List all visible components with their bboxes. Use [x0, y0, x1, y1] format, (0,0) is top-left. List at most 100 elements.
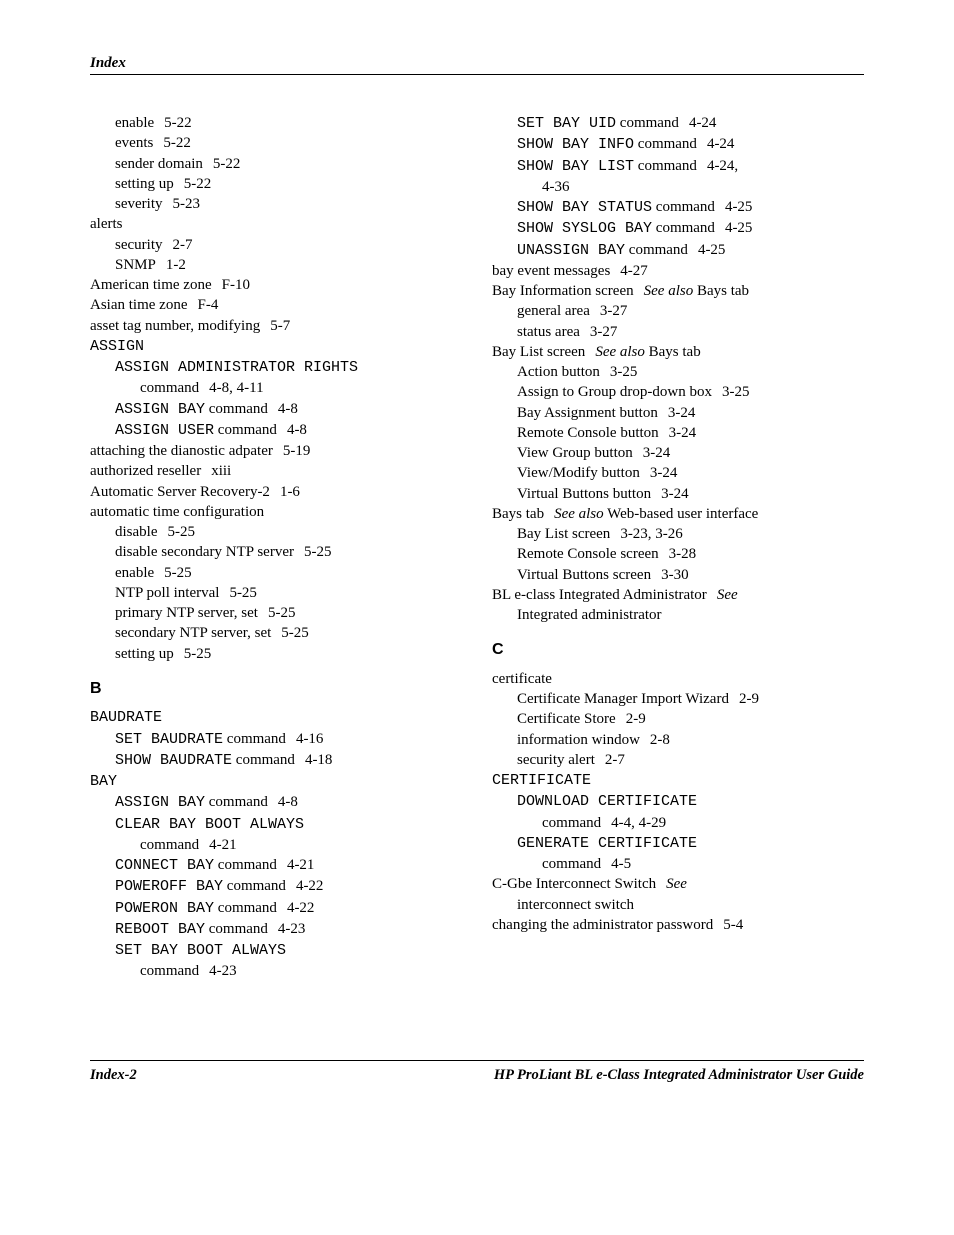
page-ref: 4-8 [278, 401, 298, 417]
page-ref: 3-27 [600, 303, 628, 319]
page-ref: 3-25 [610, 364, 638, 380]
entry-text: bay event messages [492, 263, 610, 279]
index-entry: command4-5 [492, 854, 864, 874]
index-entry: Bay Information screenSee also Bays tab [492, 281, 864, 301]
index-entry: SHOW BAUDRATE command4-18 [90, 750, 462, 771]
page-ref: 5-22 [163, 135, 191, 151]
entry-text: command [205, 921, 268, 937]
page-ref: 3-25 [722, 384, 750, 400]
page-ref: 2-7 [172, 237, 192, 253]
entry-text: ASSIGN USER [115, 422, 214, 439]
entry-text: Bay List screen [517, 526, 610, 542]
page-ref: 5-25 [281, 625, 309, 641]
entry-text: Integrated administrator [517, 607, 662, 623]
page-ref: 4-27 [620, 263, 648, 279]
index-entry: attaching the dianostic adpater5-19 [90, 441, 462, 461]
entry-text: asset tag number, modifying [90, 318, 260, 334]
entry-text: command [652, 220, 715, 236]
entry-text: general area [517, 303, 590, 319]
entry-text: command [634, 158, 697, 174]
page-ref: 3-30 [661, 567, 689, 583]
index-entry: Certificate Store2-9 [492, 709, 864, 729]
entry-text: ASSIGN BAY [115, 401, 205, 418]
page-ref: 5-19 [283, 443, 311, 459]
index-entry: ASSIGN BAY command4-8 [90, 792, 462, 813]
entry-text: CONNECT BAY [115, 857, 214, 874]
entry-text: Bays tab [693, 283, 749, 299]
entry-text: severity [115, 196, 162, 212]
entry-text: command [214, 900, 277, 916]
entry-text: 4-36 [542, 179, 570, 195]
entry-text: Asian time zone [90, 297, 187, 313]
entry-text: SHOW BAUDRATE [115, 752, 232, 769]
index-entry: security alert2-7 [492, 750, 864, 770]
index-entry: command 4-23 [90, 961, 462, 981]
index-entry: primary NTP server, set5-25 [90, 603, 462, 623]
entry-text: secondary NTP server, set [115, 625, 271, 641]
entry-text: enable [115, 115, 154, 131]
index-entry: sender domain5-22 [90, 154, 462, 174]
index-entry: Certificate Manager Import Wizard2-9 [492, 689, 864, 709]
page-ref: 5-7 [270, 318, 290, 334]
footer-left: Index-2 [90, 1067, 137, 1084]
entry-text: POWERON BAY [115, 900, 214, 917]
entry-text: changing the administrator password [492, 917, 713, 933]
index-entry: ASSIGN ADMINISTRATOR RIGHTS [90, 357, 462, 378]
entry-text: CLEAR BAY BOOT ALWAYS [115, 816, 304, 833]
page-ref: 4-25 [725, 220, 753, 236]
entry-text: Bay Information screen [492, 283, 634, 299]
index-entry: GENERATE CERTIFICATE [492, 833, 864, 854]
page-ref: 4-8, 4-11 [209, 380, 263, 396]
page-ref: 2-8 [650, 732, 670, 748]
page-ref: 1-2 [166, 257, 186, 273]
entry-text: BAUDRATE [90, 709, 162, 726]
page-ref: 4-23 [209, 963, 237, 979]
index-entry: POWERON BAY command 4-22 [90, 898, 462, 919]
index-entry: security 2-7 [90, 235, 462, 255]
page-ref: 4-22 [287, 900, 315, 916]
page-ref: 2-9 [739, 691, 759, 707]
entry-text: Virtual Buttons screen [517, 567, 651, 583]
footer-rule [90, 1060, 864, 1061]
entry-text: SET BAY BOOT ALWAYS [115, 942, 286, 959]
entry-text: command [140, 963, 199, 979]
index-entry: interconnect switch [492, 895, 864, 915]
page-ref: 4-24, [707, 158, 738, 174]
entry-text: command [205, 794, 268, 810]
entry-text: authorized reseller [90, 463, 201, 479]
index-entry: Bay Assignment button3-24 [492, 403, 864, 423]
entry-text: disable secondary NTP server [115, 544, 294, 560]
entry-text: interconnect switch [517, 897, 634, 913]
entry-text: command [140, 837, 199, 853]
entry-text: security [115, 237, 162, 253]
page-ref: 4-18 [305, 752, 333, 768]
page-ref: 5-4 [723, 917, 743, 933]
index-entry: Bay List screen3-23, 3-26 [492, 524, 864, 544]
footer-row: Index-2 HP ProLiant BL e-Class Integrate… [90, 1067, 864, 1084]
entry-text: See also [595, 344, 645, 360]
index-entry: SET BAY BOOT ALWAYS [90, 940, 462, 961]
index-entry: C-Gbe Interconnect SwitchSee [492, 874, 864, 894]
index-entry: SET BAUDRATE command4-16 [90, 729, 462, 750]
entry-text: Action button [517, 364, 600, 380]
entry-text: SHOW BAY STATUS [517, 199, 652, 216]
index-entry: Remote Console screen3-28 [492, 544, 864, 564]
page-ref: 3-24 [661, 486, 689, 502]
index-entry: asset tag number, modifying 5-7 [90, 316, 462, 336]
index-entry: ASSIGN USER command4-8 [90, 420, 462, 441]
index-entry: BL e-class Integrated AdministratorSee [492, 585, 864, 605]
page-ref: 4-23 [278, 921, 306, 937]
index-entry: general area 3-27 [492, 301, 864, 321]
index-entry: disable5-25 [90, 522, 462, 542]
index-entry: command4-21 [90, 835, 462, 855]
index-entry: disable secondary NTP server5-25 [90, 542, 462, 562]
entry-text: DOWNLOAD CERTIFICATE [517, 793, 697, 810]
index-entry: POWEROFF BAY command4-22 [90, 876, 462, 897]
entry-text: events [115, 135, 153, 151]
index-entry: SHOW SYSLOG BAY command4-25 [492, 218, 864, 239]
entry-text: information window [517, 732, 640, 748]
index-entry: automatic time configuration [90, 502, 462, 522]
entry-text: command [652, 199, 715, 215]
section-heading: B [90, 678, 462, 700]
entry-text: disable [115, 524, 158, 540]
